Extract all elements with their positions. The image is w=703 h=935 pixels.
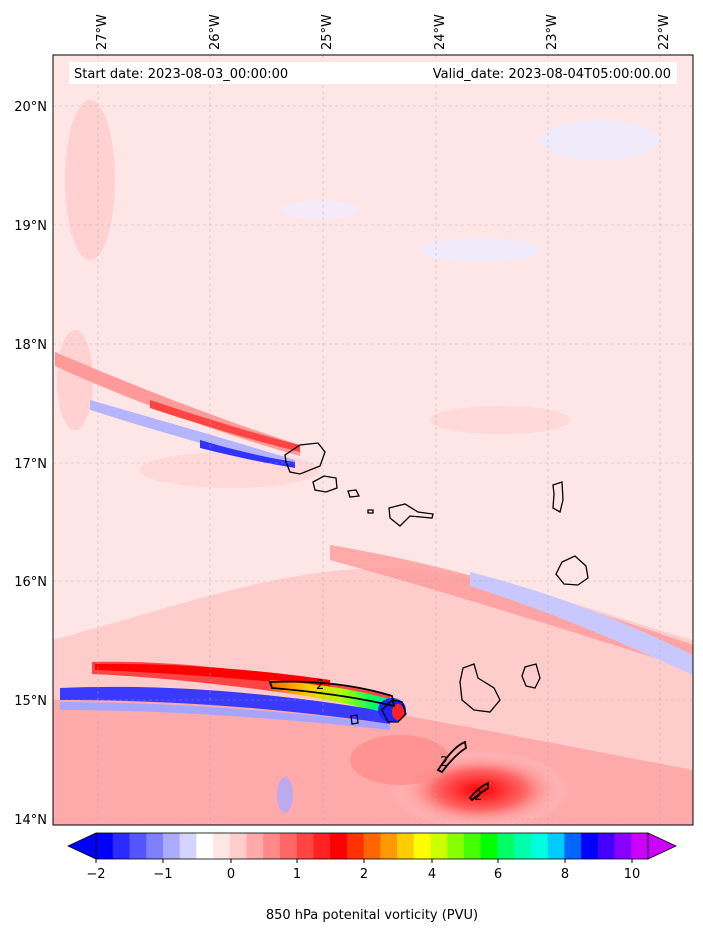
- colorbar-cell: [246, 833, 264, 859]
- colorbar-cell: [162, 833, 181, 859]
- contour-south-2: [468, 781, 489, 802]
- colorbar-tick-label: −2: [86, 867, 105, 882]
- colorbar-tick-label: 4: [428, 867, 436, 882]
- pv-wake-south-blue: [60, 686, 390, 724]
- colorbar-cell: [313, 833, 331, 859]
- lon-tick-26w: 26°W: [208, 14, 223, 50]
- colorbar-cell: [564, 833, 582, 859]
- contour-label-1: 2: [316, 678, 324, 693]
- lon-tick-25w: 25°W: [320, 14, 335, 50]
- island-sao-vicente: [312, 475, 338, 493]
- pv-diagonal-blue-band: [470, 572, 693, 675]
- colorbar-cell: [631, 833, 649, 859]
- lon-tick-labels: 27°W 26°W 25°W 24°W 23°W 22°W: [95, 14, 672, 50]
- start-date: Start date: 2023-08-03_00:00:00: [74, 67, 288, 82]
- island-santo-antao: [284, 442, 326, 475]
- island-santa-luzia: [347, 489, 360, 498]
- colorbar-cell: [464, 833, 482, 859]
- colorbar-cell: [497, 833, 515, 859]
- contour-label-3: 2: [474, 789, 482, 804]
- pv-wake-south-blue-edge: [60, 702, 390, 730]
- colorbar-cell: [280, 833, 298, 859]
- lat-tick-18n: 18°N: [14, 338, 47, 353]
- colorbar-tick-label: 2: [360, 867, 368, 882]
- colorbar-tick-label: 6: [494, 867, 502, 882]
- lon-tick-22w: 22°W: [657, 14, 672, 50]
- colorbar-cell: [597, 833, 616, 859]
- colorbar-tick-label: 1: [293, 867, 301, 882]
- lat-tick-17n: 17°N: [14, 457, 47, 472]
- colorbar-tick-label: 0: [227, 867, 235, 882]
- island-ilheu: [367, 509, 374, 514]
- lon-tick-23w: 23°W: [545, 14, 560, 50]
- colorbar-cell: [330, 833, 348, 859]
- pv-wake-north-blue: [90, 400, 295, 468]
- colorbar-cell: [112, 833, 130, 859]
- colorbar-cell: [229, 833, 248, 859]
- colorbar-cell: [363, 833, 381, 859]
- colorbar-extend-right: [647, 832, 677, 860]
- gridlines: [53, 55, 693, 825]
- colorbar-cell: [530, 833, 549, 859]
- lat-tick-14n: 14°N: [14, 813, 47, 828]
- colorbar-ticks: −2 −1 0 1 2 4 6 8 10: [86, 859, 640, 882]
- colorbar-tick-label: −1: [153, 867, 172, 882]
- pv-diagonal-red-band: [330, 545, 693, 670]
- colorbar-tick-label: 10: [624, 867, 641, 882]
- colorbar-cell: [447, 833, 465, 859]
- contour-south-1: [436, 740, 467, 774]
- colorbar: −2 −1 0 1 2 4 6 8 10 850 hPa potenital vorticity…: [67, 832, 677, 923]
- lon-tick-27w: 27°W: [95, 14, 110, 50]
- valid-date: Valid_date: 2023-08-04T05:00:00.00: [433, 67, 671, 82]
- lat-tick-20n: 20°N: [14, 100, 47, 115]
- colorbar-cell: [514, 833, 532, 859]
- lon-tick-24w: 24°W: [433, 14, 448, 50]
- colorbar-cell: [413, 833, 432, 859]
- header-box: [69, 62, 677, 84]
- colorbar-cell: [581, 833, 599, 859]
- contour-wake: [268, 680, 396, 708]
- colorbar-extend-left: [67, 832, 97, 860]
- colorbar-cell: [296, 833, 314, 859]
- colorbar-cells: [96, 833, 649, 859]
- colorbar-cell: [430, 833, 448, 859]
- colorbar-cell: [380, 833, 398, 859]
- pv-contours: [268, 680, 489, 802]
- island-sal: [552, 481, 564, 513]
- colorbar-cell: [179, 833, 197, 859]
- pv-wake-south-red-core: [95, 663, 330, 688]
- pv-wake-south-rainbow: [270, 680, 400, 716]
- colorbar-label: 850 hPa potenital vorticity (PVU): [266, 908, 478, 923]
- colorbar-cell: [397, 833, 415, 859]
- map-area: 2 2 2: [53, 55, 693, 825]
- colorbar-frame: [95, 832, 649, 860]
- pv-wake-north-red-core: [150, 400, 300, 452]
- map-frame: [52, 54, 694, 826]
- colorbar-cell: [213, 833, 231, 859]
- colorbar-cell: [196, 833, 214, 859]
- colorbar-cell: [129, 833, 147, 859]
- colorbar-tick-label: 8: [561, 867, 569, 882]
- colorbar-cell: [547, 833, 565, 859]
- colorbar-cell: [346, 833, 365, 859]
- island-boa-vista: [555, 555, 589, 586]
- pv-wake-north-blue-core: [200, 440, 295, 468]
- colorbar-cell: [614, 833, 632, 859]
- colorbar-cell: [480, 833, 498, 859]
- colorbar-cell: [96, 833, 114, 859]
- island-santiago: [459, 663, 501, 713]
- lat-tick-16n: 16°N: [14, 575, 47, 590]
- contour-label-2: 2: [440, 755, 448, 770]
- colorbar-cell: [263, 833, 281, 859]
- island-brava: [350, 714, 359, 725]
- lat-tick-19n: 19°N: [14, 219, 47, 234]
- lat-tick-15n: 15°N: [14, 694, 47, 709]
- lat-tick-labels: 20°N 19°N 18°N 17°N 16°N 15°N 14°N: [14, 100, 47, 828]
- island-maio: [521, 663, 541, 689]
- colorbar-cell: [146, 833, 164, 859]
- island-sao-nicolau: [388, 503, 434, 527]
